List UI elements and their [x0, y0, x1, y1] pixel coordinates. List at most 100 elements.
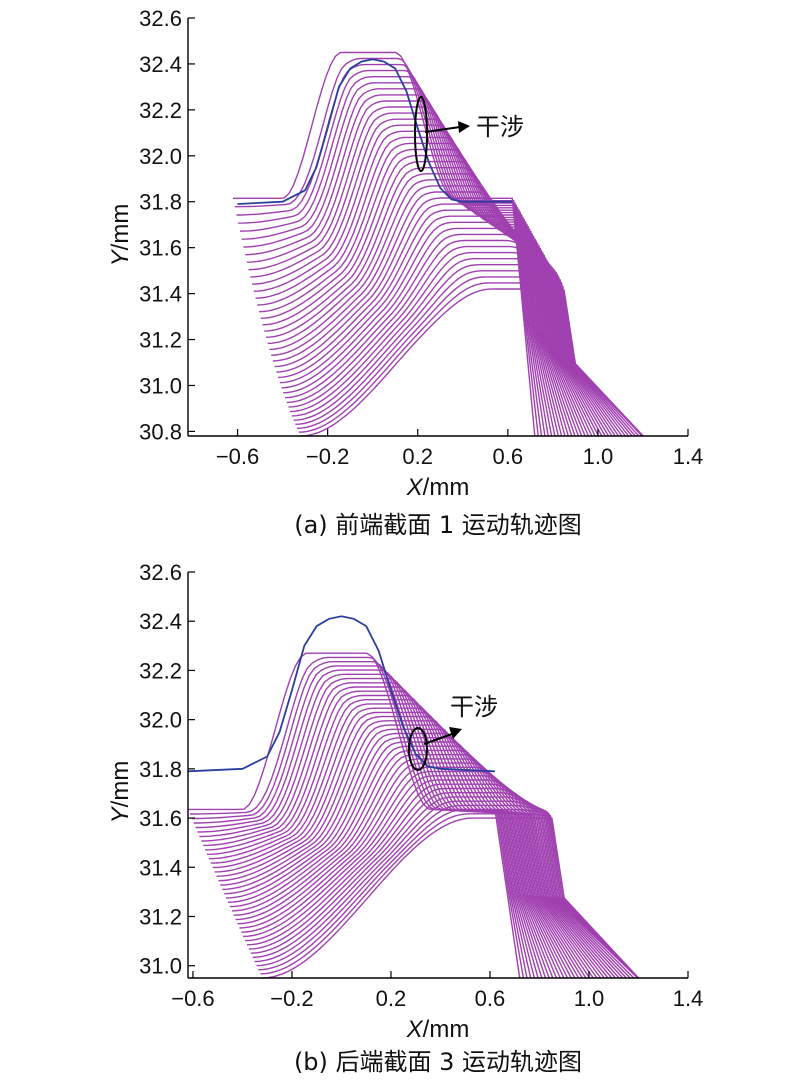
- subplot-b-arrowhead: [449, 727, 462, 739]
- x-tick-label: 0.6: [493, 444, 524, 469]
- subplot-b-ylabel: Y/mm: [107, 761, 134, 824]
- trajectory-path: [205, 690, 554, 979]
- trajectory-path: [269, 179, 606, 437]
- trajectory-path: [250, 792, 639, 979]
- x-tick-label: −0.2: [270, 986, 313, 1011]
- trajectory-path: [226, 737, 594, 979]
- subplot-a-axes: [187, 18, 688, 437]
- subplot-a-interference-ellipse: [414, 96, 428, 172]
- x-tick-label: 1.4: [673, 986, 704, 1011]
- trajectory-path: [201, 682, 547, 979]
- trajectory-path: [283, 227, 633, 437]
- x-tick-label: 0.2: [402, 444, 433, 469]
- subplot-b-interference-ellipse: [408, 727, 428, 771]
- trajectory-path: [243, 88, 556, 437]
- subplot-b-yticks: 31.0 31.2 31.4 31.6 31.8 32.0 32.2 32.4 32.6: [139, 560, 195, 979]
- trajectory-path: [256, 804, 640, 979]
- x-tick-label: −0.6: [171, 986, 214, 1011]
- subplot-a-yticks: 30.8 31.0 31.2 31.4 31.6 31.8 32.0 32.2 32.4 32.6: [139, 6, 195, 444]
- x-tick-label: −0.6: [216, 444, 259, 469]
- trajectory-path: [252, 796, 639, 979]
- x-tick-label: 1.4: [673, 444, 704, 469]
- x-tick-label: 0.6: [475, 986, 506, 1011]
- subplot-a-xlabel: X/mm: [406, 474, 470, 501]
- y-tick-label: 31.6: [139, 236, 182, 261]
- x-tick-label: 0.2: [376, 986, 407, 1011]
- trajectory-path: [279, 215, 626, 437]
- y-tick-label: 31.4: [139, 282, 182, 307]
- trajectory-path: [286, 239, 640, 437]
- y-tick-label: 32.0: [139, 144, 182, 169]
- trajectory-path: [291, 258, 644, 437]
- subplot-a-ylabel: Y/mm: [107, 204, 134, 267]
- trajectory-path: [278, 209, 623, 437]
- subplot-a-interference-label: 干涉: [476, 113, 524, 141]
- subplot-a-interference-callout: 干涉: [414, 96, 524, 172]
- trajectory-path: [254, 800, 639, 979]
- trajectory-path: [212, 707, 569, 979]
- y-tick-label: 30.8: [139, 419, 182, 444]
- y-tick-label: 31.4: [139, 855, 182, 880]
- y-tick-label: 31.2: [139, 328, 182, 353]
- trajectory-path: [220, 724, 583, 979]
- y-tick-label: 32.4: [139, 52, 182, 77]
- subplot-a-xticks: −0.6 −0.2 0.2 0.6 1.0 1.4: [216, 429, 703, 469]
- subplot-b-axes: [187, 572, 688, 979]
- trajectory-path: [293, 264, 644, 437]
- trajectory-path: [288, 245, 643, 437]
- trajectory-path: [260, 813, 640, 979]
- trajectory-path: [208, 699, 561, 979]
- trajectory-path: [255, 130, 580, 437]
- trajectory-path: [246, 783, 635, 979]
- trajectory-path: [222, 728, 587, 979]
- trajectory-path: [265, 167, 600, 437]
- y-tick-label: 32.2: [139, 98, 182, 123]
- subplot-a-callout-arrow: [424, 126, 461, 133]
- subplot-b-xlabel: X/mm: [406, 1016, 470, 1043]
- y-tick-label: 31.8: [139, 190, 182, 215]
- trajectory-path: [245, 779, 631, 979]
- trajectory-path: [253, 124, 576, 437]
- x-tick-label: 1.0: [583, 444, 614, 469]
- subplot-a-traj-paths: [233, 51, 644, 437]
- trajectory-path: [262, 817, 640, 979]
- y-tick-label: 31.0: [139, 373, 182, 398]
- subplot-a: 30.8 31.0 31.2 31.4 31.6 31.8 32.0 32.2 32.4 32.6…: [107, 6, 703, 539]
- trajectory-path: [297, 276, 644, 437]
- trajectory-path: [264, 160, 596, 437]
- y-tick-label: 32.6: [139, 560, 182, 585]
- trajectory-path: [300, 288, 644, 437]
- trajectory-path: [260, 148, 590, 437]
- x-tick-label: −0.2: [306, 444, 349, 469]
- y-tick-label: 31.2: [139, 904, 182, 929]
- trajectory-path: [199, 677, 543, 979]
- y-tick-label: 31.6: [139, 806, 182, 831]
- trajectory-path: [290, 251, 644, 437]
- subplot-b-interference-label: 干涉: [450, 693, 498, 721]
- subplot-a-workpiece-profile: [237, 58, 513, 205]
- trajectory-path: [218, 720, 580, 979]
- trajectory-path: [229, 745, 602, 979]
- subplot-b-traj-paths: [188, 652, 640, 979]
- y-tick-label: 32.0: [139, 708, 182, 733]
- subplot-b-interference-callout: 干涉: [408, 693, 498, 771]
- x-tick-label: 1.0: [574, 986, 605, 1011]
- y-tick-label: 31.0: [139, 954, 182, 979]
- subplot-a-caption: (a) 前端截面 1 运动轨迹图: [294, 511, 582, 539]
- trajectory-path: [214, 711, 572, 979]
- trajectory-path: [298, 282, 644, 437]
- y-tick-label: 31.8: [139, 757, 182, 782]
- trajectory-path: [248, 787, 638, 979]
- trajectory-path: [284, 233, 636, 437]
- trajectory-path: [233, 754, 609, 979]
- trajectory-path: [227, 741, 598, 979]
- subplot-b: 31.0 31.2 31.4 31.6 31.8 32.0 32.2 32.4 32.6 −0.…: [107, 560, 703, 1076]
- trajectory-path: [281, 221, 630, 437]
- subplot-a-arrowhead: [458, 121, 470, 133]
- y-tick-label: 32.6: [139, 6, 182, 31]
- trajectory-path: [295, 270, 644, 437]
- subplot-b-caption: (b) 后端截面 3 运动轨迹图: [294, 1048, 582, 1076]
- subplot-b-callout-arrow: [423, 733, 453, 745]
- trajectory-path: [258, 808, 640, 979]
